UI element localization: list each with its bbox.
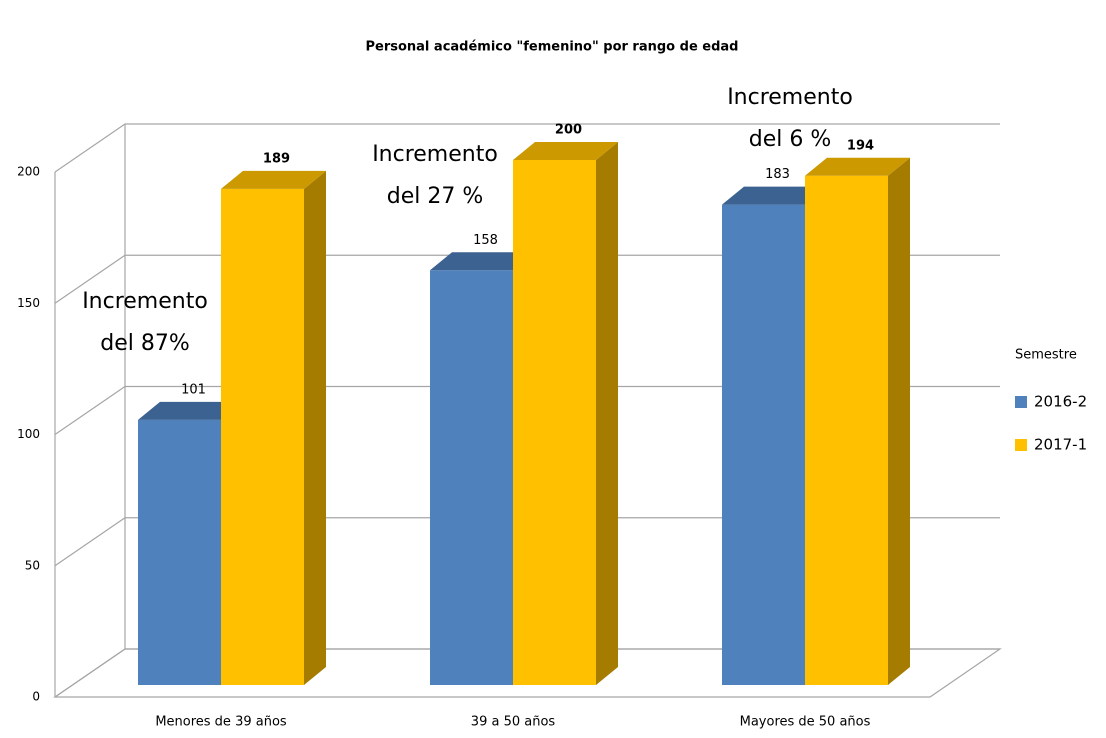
x-tick-label: Menores de 39 años — [155, 715, 287, 730]
annotation: del 6 % — [749, 127, 832, 152]
bar-top — [221, 170, 326, 189]
bar-side — [304, 170, 326, 685]
bar-side — [596, 142, 618, 685]
bar — [513, 160, 596, 685]
grid-line — [54, 648, 1000, 698]
grid-line — [54, 254, 1000, 304]
bar-side — [888, 157, 910, 685]
legend-swatch — [1015, 396, 1027, 408]
grid-line — [54, 123, 1000, 173]
y-tick-label: 200 — [17, 165, 40, 179]
grid-line — [54, 385, 1000, 435]
value-label: 200 — [555, 123, 582, 138]
bar — [138, 419, 221, 685]
legend-swatch — [1015, 439, 1027, 451]
annotation: Incremento — [372, 142, 498, 167]
bar — [430, 270, 513, 685]
bar-top — [138, 401, 243, 420]
bar-top — [722, 186, 827, 205]
value-label: 194 — [847, 138, 874, 153]
value-label: 183 — [765, 167, 790, 182]
bar — [722, 204, 805, 685]
legend-label: 2017-1 — [1034, 436, 1087, 454]
value-label: 158 — [473, 233, 498, 248]
y-tick-label: 150 — [17, 296, 40, 310]
chart-title: Personal académico "femenino" por rango … — [365, 40, 738, 55]
bar-top — [805, 157, 910, 176]
bar — [221, 188, 304, 685]
annotation: Incremento — [727, 85, 853, 110]
value-label: 101 — [181, 382, 206, 397]
bar — [805, 175, 888, 685]
x-tick-label: Mayores de 50 años — [740, 715, 871, 730]
bar-top — [430, 252, 535, 271]
y-tick-label: 0 — [32, 690, 40, 704]
annotation: del 87% — [100, 331, 190, 356]
legend-title: Semestre — [1015, 348, 1077, 363]
legend-label: 2016-2 — [1034, 393, 1087, 411]
y-tick-label: 50 — [25, 558, 40, 572]
value-label: 189 — [263, 151, 290, 166]
bar-top — [513, 142, 618, 160]
annotation: Incremento — [82, 289, 208, 314]
y-tick-label: 100 — [17, 427, 40, 441]
grid-line — [54, 517, 1000, 567]
annotation: del 27 % — [387, 184, 484, 209]
x-tick-label: 39 a 50 años — [471, 715, 556, 730]
